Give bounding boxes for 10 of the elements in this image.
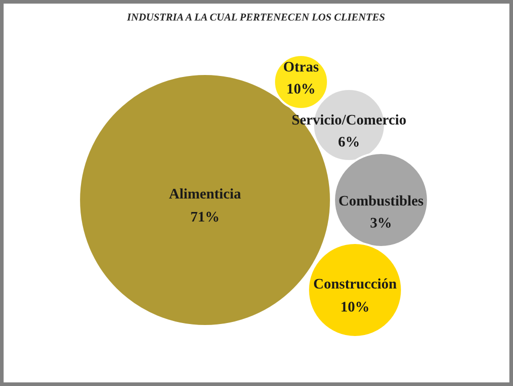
- data-label: 71%: [191, 212, 218, 222]
- category-label: Construcción: [314, 278, 397, 289]
- category-label: Alimenticia: [169, 188, 241, 199]
- data-label: 10%: [342, 302, 368, 312]
- text: INDUSTRIA A LA CUAL PERTENECEN LOS CLIENTES: [126, 14, 385, 21]
- data-label: 10%: [288, 84, 314, 94]
- data-label: 6%: [338, 136, 359, 147]
- category-label: Combustibles: [339, 195, 424, 206]
- data-label: 3%: [370, 218, 391, 228]
- category-label: Otras: [284, 62, 318, 72]
